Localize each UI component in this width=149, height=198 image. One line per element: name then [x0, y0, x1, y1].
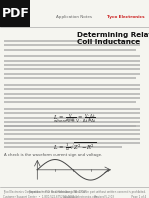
Text: Tyco Electronics Corporation  •  P.O. Box, Harrisburg, PA  17105
Customer Suppor: Tyco Electronics Corporation • P.O. Box,… — [3, 190, 98, 198]
Bar — [4, 84, 140, 86]
Bar — [4, 126, 136, 128]
Bar — [4, 40, 140, 42]
Text: Tyco Electronics: Tyco Electronics — [107, 15, 145, 19]
Bar — [4, 133, 140, 135]
Bar — [4, 142, 140, 144]
Bar — [4, 138, 140, 140]
Bar — [4, 108, 140, 110]
Bar — [4, 147, 122, 148]
Bar — [4, 112, 140, 114]
Text: Reproduction or re-distribution in whole or in part without written consent is p: Reproduction or re-distribution in whole… — [29, 190, 146, 198]
Bar — [4, 64, 140, 66]
Text: $L\;=\;\frac{V}{di/dt}\;=\;\frac{V\cdot\Delta t}{\Delta i}$: $L\;=\;\frac{V}{di/dt}\;=\;\frac{V\cdot\… — [53, 112, 96, 123]
Bar — [4, 93, 140, 95]
Bar — [4, 101, 136, 103]
Bar — [4, 125, 140, 127]
Text: where L = V · Δt / Δi: where L = V · Δt / Δi — [54, 119, 95, 123]
Text: Determining Relay
Coil Inductance: Determining Relay Coil Inductance — [77, 32, 149, 45]
Text: A check is the waveform current sign and voltage.: A check is the waveform current sign and… — [4, 153, 103, 157]
Bar — [4, 60, 140, 62]
Bar — [4, 121, 140, 123]
Bar — [4, 77, 136, 79]
Bar — [4, 49, 136, 51]
Bar — [4, 55, 140, 57]
Bar — [4, 44, 140, 46]
Bar — [4, 129, 140, 131]
Bar — [4, 88, 140, 90]
Bar — [4, 73, 140, 75]
Bar — [4, 117, 140, 119]
Bar — [4, 97, 140, 99]
Bar — [4, 69, 140, 70]
Text: $L\;=\;\frac{1}{\omega}\sqrt{Z^2 - R^2}$: $L\;=\;\frac{1}{\omega}\sqrt{Z^2 - R^2}$ — [53, 142, 96, 153]
Text: PDF: PDF — [1, 7, 29, 20]
Bar — [0, 0, 30, 27]
Text: Application Notes: Application Notes — [56, 15, 93, 19]
